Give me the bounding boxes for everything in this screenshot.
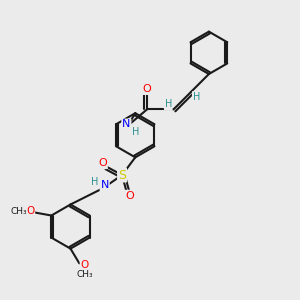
Text: CH₃: CH₃	[76, 270, 93, 279]
Text: CH₃: CH₃	[10, 207, 27, 216]
Text: S: S	[118, 169, 126, 182]
Text: N: N	[122, 119, 130, 129]
Text: O: O	[80, 260, 89, 269]
Text: O: O	[126, 190, 134, 201]
Text: N: N	[100, 180, 109, 190]
Text: O: O	[142, 84, 152, 94]
Text: H: H	[165, 99, 172, 109]
Text: H: H	[193, 92, 200, 102]
Text: O: O	[98, 158, 107, 168]
Text: O: O	[26, 206, 34, 216]
Text: H: H	[91, 177, 98, 187]
Text: H: H	[132, 127, 139, 136]
